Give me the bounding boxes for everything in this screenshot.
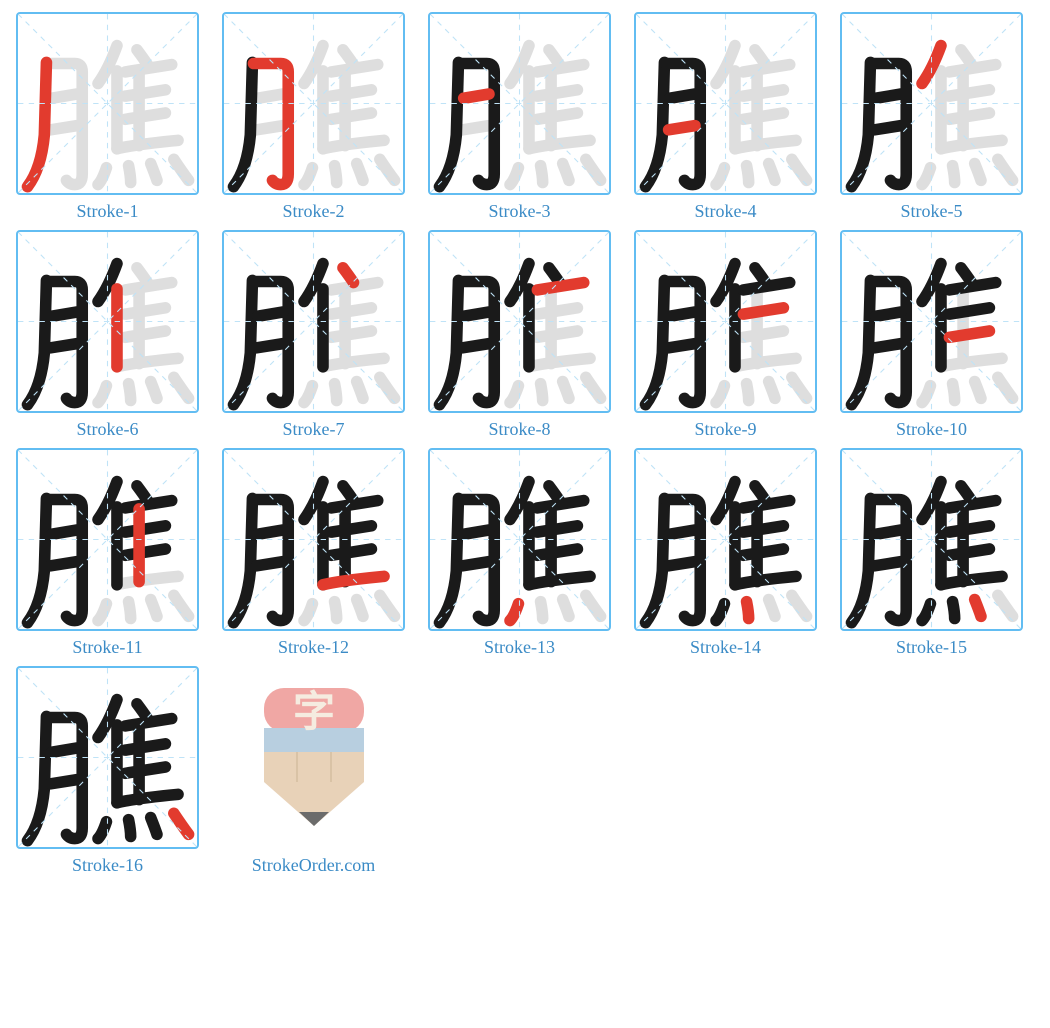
stroke-caption: Stroke-14 (690, 637, 761, 658)
stroke-caption: Stroke-7 (283, 419, 345, 440)
stroke-tile (16, 230, 199, 413)
stroke-caption: Stroke-5 (901, 201, 963, 222)
character-glyph (224, 14, 403, 193)
stroke-cell: Stroke-13 (422, 448, 617, 658)
footer-cell: 字 StrokeOrder.com (216, 666, 411, 876)
stroke-cell: Stroke-10 (834, 230, 1029, 440)
svg-text:字: 字 (292, 688, 334, 735)
stroke-cell: Stroke-14 (628, 448, 823, 658)
stroke-cell: Stroke-3 (422, 12, 617, 222)
stroke-tile (634, 230, 817, 413)
stroke-caption: Stroke-3 (489, 201, 551, 222)
stroke-cell: Stroke-5 (834, 12, 1029, 222)
stroke-caption: Stroke-1 (77, 201, 139, 222)
stroke-order-grid: Stroke-1 Stroke-2 Stroke-3 (10, 12, 1040, 876)
stroke-tile (840, 230, 1023, 413)
stroke-tile (222, 230, 405, 413)
character-glyph (636, 14, 815, 193)
stroke-cell: Stroke-8 (422, 230, 617, 440)
stroke-tile (428, 448, 611, 631)
character-glyph (18, 232, 197, 411)
stroke-tile (16, 448, 199, 631)
character-glyph (842, 450, 1021, 629)
character-glyph (842, 14, 1021, 193)
stroke-caption: Stroke-4 (695, 201, 757, 222)
character-glyph (430, 14, 609, 193)
character-glyph (18, 14, 197, 193)
stroke-tile (840, 448, 1023, 631)
stroke-cell: Stroke-4 (628, 12, 823, 222)
character-glyph (430, 232, 609, 411)
stroke-caption: Stroke-11 (72, 637, 142, 658)
stroke-cell: Stroke-7 (216, 230, 411, 440)
character-glyph (224, 450, 403, 629)
character-glyph (636, 232, 815, 411)
character-glyph (842, 232, 1021, 411)
pencil-logo-icon: 字 (244, 678, 384, 838)
stroke-caption: Stroke-9 (695, 419, 757, 440)
character-glyph (430, 450, 609, 629)
character-glyph (18, 450, 197, 629)
stroke-cell: Stroke-16 (10, 666, 205, 876)
site-logo: 字 (222, 666, 405, 849)
stroke-caption: Stroke-13 (484, 637, 555, 658)
stroke-cell: Stroke-15 (834, 448, 1029, 658)
character-glyph (636, 450, 815, 629)
stroke-caption: Stroke-16 (72, 855, 143, 876)
stroke-caption: Stroke-12 (278, 637, 349, 658)
stroke-cell: Stroke-2 (216, 12, 411, 222)
stroke-caption: Stroke-2 (283, 201, 345, 222)
stroke-cell: Stroke-9 (628, 230, 823, 440)
stroke-cell: Stroke-6 (10, 230, 205, 440)
stroke-tile (428, 230, 611, 413)
stroke-tile (840, 12, 1023, 195)
stroke-caption: Stroke-8 (489, 419, 551, 440)
stroke-tile (222, 448, 405, 631)
stroke-cell: Stroke-11 (10, 448, 205, 658)
stroke-tile (16, 666, 199, 849)
stroke-tile (16, 12, 199, 195)
stroke-tile (428, 12, 611, 195)
stroke-cell: Stroke-12 (216, 448, 411, 658)
character-glyph (224, 232, 403, 411)
stroke-caption: Stroke-15 (896, 637, 967, 658)
character-glyph (18, 668, 197, 847)
stroke-cell: Stroke-1 (10, 12, 205, 222)
stroke-tile (222, 12, 405, 195)
stroke-caption: Stroke-6 (77, 419, 139, 440)
stroke-tile (634, 448, 817, 631)
stroke-tile (634, 12, 817, 195)
footer-label: StrokeOrder.com (252, 855, 375, 876)
stroke-caption: Stroke-10 (896, 419, 967, 440)
